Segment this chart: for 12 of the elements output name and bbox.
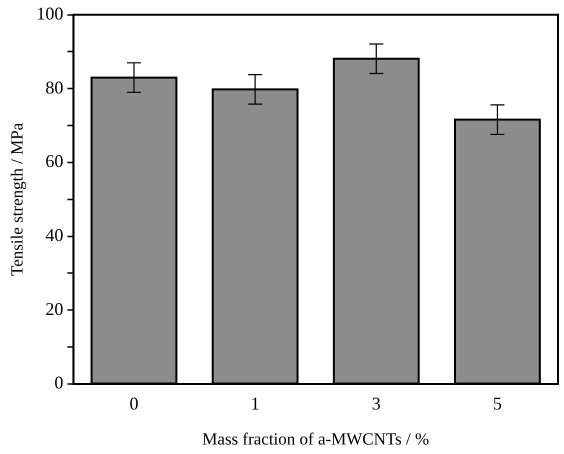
- y-tick-label: 60: [45, 151, 64, 172]
- y-axis-title: Tensile strength / MPa: [8, 122, 27, 276]
- x-axis-title: Mass fraction of a-MWCNTs / %: [202, 429, 430, 448]
- y-tick-label: 20: [45, 298, 64, 319]
- y-tick-label: 100: [36, 4, 64, 24]
- x-tick-label: 3: [372, 394, 381, 414]
- x-tick-label: 0: [129, 394, 138, 414]
- y-tick-label: 80: [45, 77, 64, 98]
- x-tick-label: 1: [250, 394, 260, 414]
- y-tick-label: 0: [54, 372, 64, 393]
- x-tick-label: 5: [492, 394, 502, 414]
- y-tick-label: 40: [45, 225, 64, 246]
